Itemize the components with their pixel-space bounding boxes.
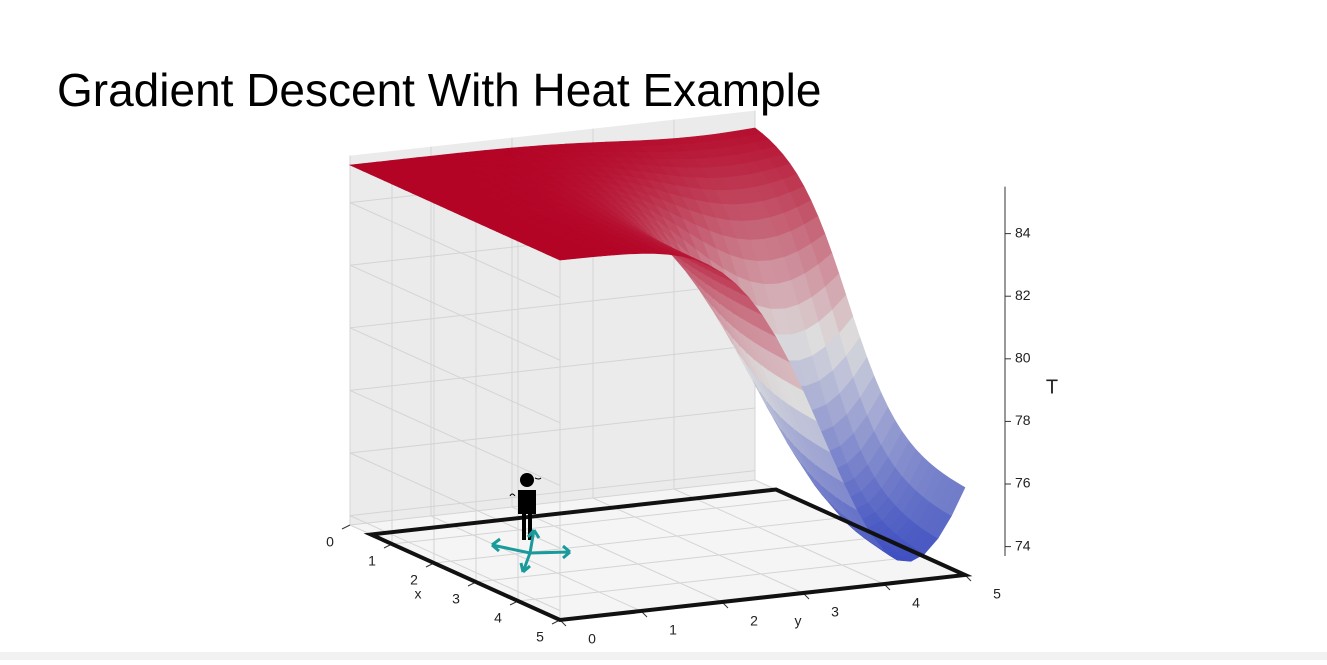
y-tick-label: 2 [750,613,758,629]
surface-patch [944,482,966,517]
y-axis-label: y [795,613,802,629]
arrow-right [529,544,571,560]
grid-line [349,479,756,526]
z-tick-label: 78 [1015,412,1031,428]
x-tick [341,524,351,530]
x-tick-label: 4 [494,610,502,626]
grid-line [349,344,756,391]
y-tick-label: 3 [831,604,839,620]
z-tick-label: 80 [1015,350,1031,366]
grid-line [349,282,756,329]
x-tick-label: 2 [410,572,418,588]
grid-line [349,264,561,361]
y-tick-label: 5 [993,586,1001,602]
grid-line [511,506,723,603]
y-tick-label: 0 [588,631,596,647]
walker [509,473,542,540]
z-tick-label: 76 [1015,475,1031,491]
grid-line [433,517,840,564]
chart-title: Gradient Descent With Heat Example [57,64,821,116]
grid-line [349,327,561,424]
grid-line [430,515,642,612]
arrow-up [526,529,541,554]
direction-arrows [491,529,571,574]
z-tick-label: 74 [1015,537,1031,553]
overlay: 0 1 2 3 4 5 0 1 2 3 4 5 74 76 78 80 82 84 [326,186,1031,647]
walker-head [520,473,534,487]
grid-line [475,536,882,583]
z-axis-label: T [1046,376,1058,398]
grid-line [517,555,924,602]
grid-line [349,407,756,454]
x-tick-label: 3 [452,591,460,607]
z-tick-label: 82 [1015,287,1031,303]
x-tick-label: 5 [536,629,544,645]
arrow-down [519,552,532,574]
grid-line [349,202,561,299]
x-axis-label: x [415,586,422,602]
walker-body [518,490,536,540]
grid-line [673,488,885,585]
grid-line [592,497,804,594]
y-tick-label: 1 [669,622,677,638]
z-tick-label: 84 [1015,224,1031,240]
grid-line [349,470,756,517]
grid-line [349,389,561,486]
footer-strip [0,652,1327,660]
y-tick-label: 4 [912,595,920,611]
surface [348,127,966,562]
x-tick-label: 0 [326,534,334,550]
x-tick-label: 1 [368,553,376,569]
floor-frame [363,487,973,623]
walker-sweat [509,477,542,497]
grid-line [391,498,798,545]
arrow-left [491,537,531,555]
